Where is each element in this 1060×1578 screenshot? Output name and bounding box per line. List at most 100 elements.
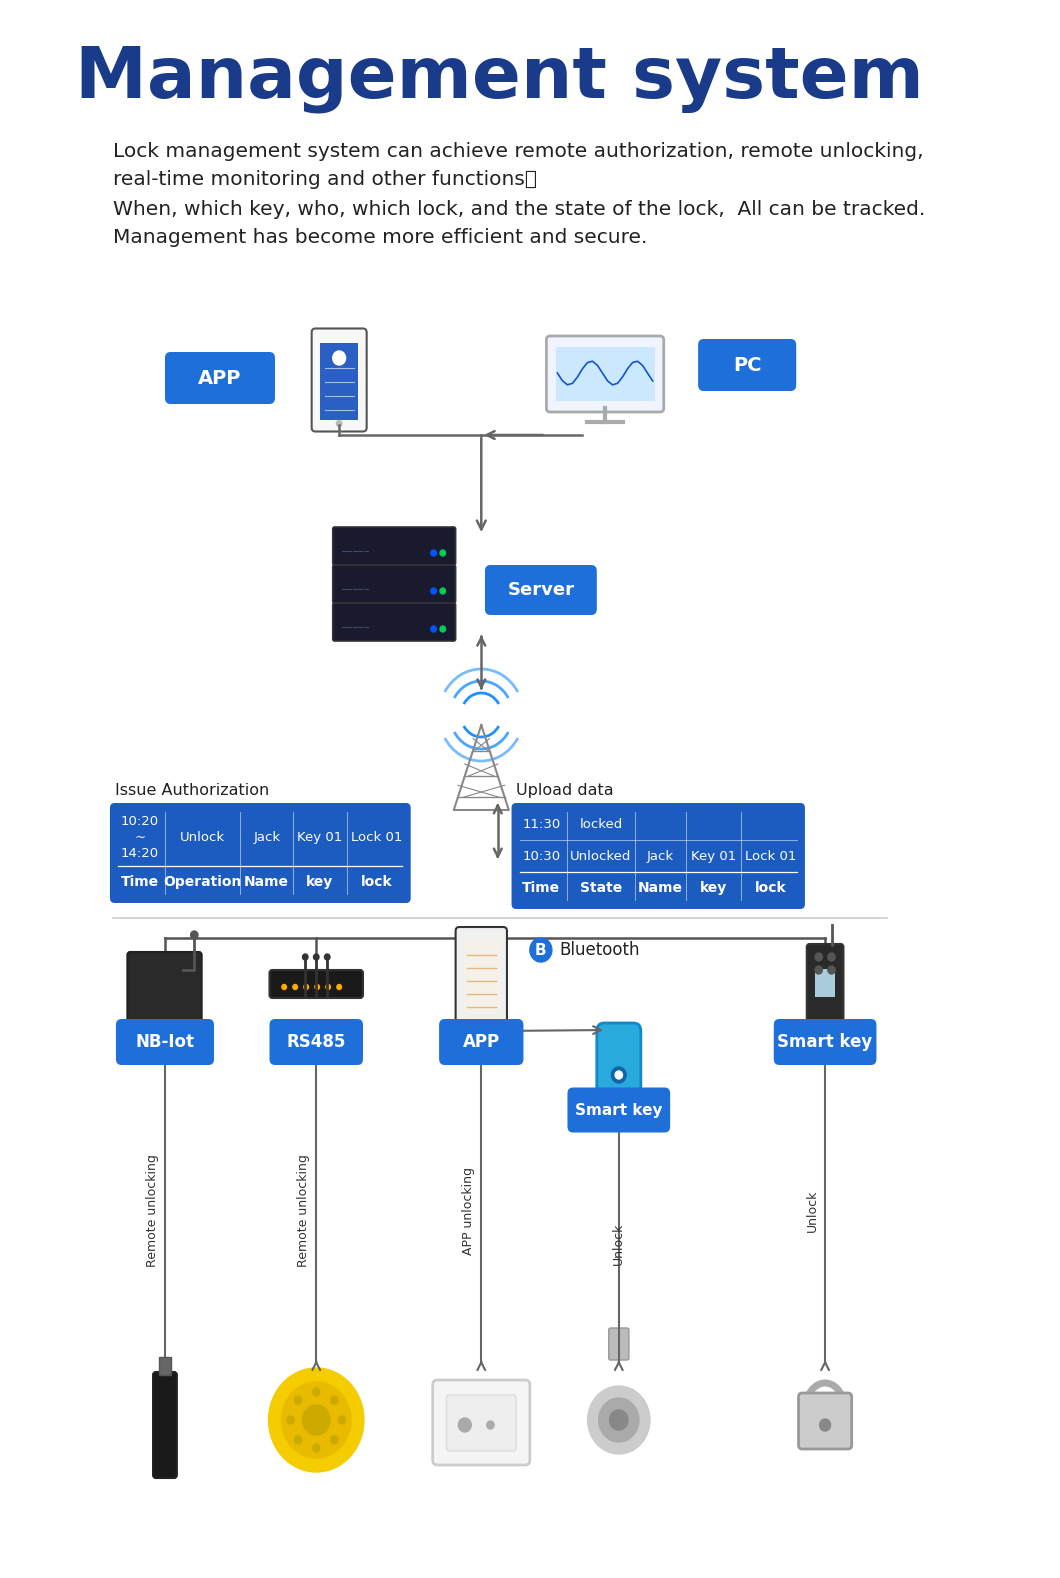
Text: 10:20
~
14:20: 10:20 ~ 14:20 bbox=[121, 814, 159, 860]
Text: Server: Server bbox=[508, 581, 575, 600]
Text: Name: Name bbox=[638, 881, 683, 895]
Circle shape bbox=[599, 1398, 639, 1442]
Circle shape bbox=[333, 350, 346, 365]
Circle shape bbox=[304, 985, 308, 989]
Circle shape bbox=[440, 626, 445, 633]
Circle shape bbox=[313, 1389, 320, 1397]
Text: 11:30: 11:30 bbox=[523, 817, 561, 830]
Text: Time: Time bbox=[121, 874, 159, 888]
Text: Upload data: Upload data bbox=[516, 783, 614, 798]
Circle shape bbox=[828, 966, 835, 974]
FancyBboxPatch shape bbox=[127, 952, 201, 1023]
Text: lock: lock bbox=[755, 881, 787, 895]
Text: Smart key: Smart key bbox=[576, 1103, 662, 1117]
FancyBboxPatch shape bbox=[456, 926, 507, 1023]
Text: lock: lock bbox=[360, 874, 392, 888]
Circle shape bbox=[287, 1415, 295, 1423]
FancyBboxPatch shape bbox=[608, 1329, 629, 1360]
Circle shape bbox=[295, 1436, 302, 1444]
FancyBboxPatch shape bbox=[333, 527, 456, 565]
Circle shape bbox=[282, 985, 286, 989]
FancyBboxPatch shape bbox=[110, 803, 410, 903]
FancyBboxPatch shape bbox=[774, 1019, 877, 1065]
Circle shape bbox=[458, 1419, 472, 1431]
Text: APP: APP bbox=[463, 1034, 500, 1051]
FancyBboxPatch shape bbox=[153, 1371, 177, 1479]
Circle shape bbox=[530, 937, 552, 963]
FancyBboxPatch shape bbox=[463, 939, 499, 1013]
Circle shape bbox=[293, 985, 298, 989]
Text: Issue Authorization: Issue Authorization bbox=[114, 783, 269, 798]
Text: Key 01: Key 01 bbox=[691, 849, 736, 863]
Text: Remote unlocking: Remote unlocking bbox=[145, 1155, 159, 1267]
Text: Jack: Jack bbox=[647, 849, 674, 863]
Circle shape bbox=[338, 1415, 346, 1423]
FancyBboxPatch shape bbox=[320, 342, 358, 420]
Text: Lock management system can achieve remote authorization, remote unlocking,
real-: Lock management system can achieve remot… bbox=[112, 142, 923, 189]
Text: Lock 01: Lock 01 bbox=[351, 830, 402, 844]
Text: Unlock: Unlock bbox=[806, 1190, 818, 1232]
Circle shape bbox=[487, 1422, 494, 1430]
Text: APP: APP bbox=[198, 369, 242, 388]
Circle shape bbox=[430, 589, 437, 593]
Circle shape bbox=[612, 1067, 626, 1083]
Circle shape bbox=[615, 1071, 622, 1079]
FancyBboxPatch shape bbox=[807, 944, 844, 1027]
Circle shape bbox=[440, 551, 445, 555]
Text: Time: Time bbox=[523, 881, 561, 895]
FancyBboxPatch shape bbox=[512, 803, 805, 909]
Circle shape bbox=[815, 953, 823, 961]
Circle shape bbox=[430, 551, 437, 555]
Text: Name: Name bbox=[244, 874, 289, 888]
Text: Lock 01: Lock 01 bbox=[745, 849, 796, 863]
Circle shape bbox=[314, 955, 319, 959]
Circle shape bbox=[313, 1444, 320, 1452]
FancyBboxPatch shape bbox=[699, 339, 796, 391]
Text: APP unlocking: APP unlocking bbox=[462, 1168, 475, 1255]
Text: NB-Iot: NB-Iot bbox=[136, 1034, 194, 1051]
Text: RS485: RS485 bbox=[286, 1034, 346, 1051]
Circle shape bbox=[325, 985, 331, 989]
Text: key: key bbox=[306, 874, 334, 888]
FancyBboxPatch shape bbox=[432, 1381, 530, 1464]
FancyBboxPatch shape bbox=[567, 1087, 670, 1133]
Text: Key 01: Key 01 bbox=[297, 830, 342, 844]
Circle shape bbox=[815, 966, 823, 974]
FancyBboxPatch shape bbox=[165, 352, 275, 404]
FancyBboxPatch shape bbox=[269, 1019, 363, 1065]
FancyBboxPatch shape bbox=[798, 1393, 851, 1449]
FancyBboxPatch shape bbox=[159, 1357, 172, 1374]
Text: Bluetooth: Bluetooth bbox=[560, 940, 640, 959]
FancyBboxPatch shape bbox=[446, 1395, 516, 1452]
Text: locked: locked bbox=[580, 817, 622, 830]
Text: Unlock: Unlock bbox=[180, 830, 225, 844]
Circle shape bbox=[331, 1436, 338, 1444]
Text: Smart key: Smart key bbox=[777, 1034, 872, 1051]
Circle shape bbox=[302, 955, 308, 959]
FancyBboxPatch shape bbox=[555, 347, 655, 401]
Circle shape bbox=[302, 1404, 330, 1434]
FancyBboxPatch shape bbox=[484, 565, 597, 615]
Circle shape bbox=[191, 931, 198, 939]
Circle shape bbox=[336, 420, 342, 426]
FancyBboxPatch shape bbox=[116, 1019, 214, 1065]
Text: B: B bbox=[535, 942, 547, 958]
FancyBboxPatch shape bbox=[439, 1019, 524, 1065]
Text: When, which key, who, which lock, and the state of the lock,  All can be tracked: When, which key, who, which lock, and th… bbox=[112, 200, 925, 248]
Circle shape bbox=[281, 1382, 351, 1458]
FancyBboxPatch shape bbox=[269, 970, 363, 997]
Circle shape bbox=[295, 1397, 302, 1404]
FancyBboxPatch shape bbox=[333, 603, 456, 641]
Circle shape bbox=[587, 1385, 650, 1453]
FancyBboxPatch shape bbox=[815, 969, 835, 997]
Circle shape bbox=[440, 589, 445, 593]
Text: Jack: Jack bbox=[253, 830, 280, 844]
Circle shape bbox=[430, 626, 437, 633]
Text: Unlock: Unlock bbox=[613, 1223, 625, 1266]
FancyBboxPatch shape bbox=[597, 1023, 641, 1111]
Text: Remote unlocking: Remote unlocking bbox=[297, 1155, 310, 1267]
FancyBboxPatch shape bbox=[546, 336, 664, 412]
Text: Unlocked: Unlocked bbox=[570, 849, 632, 863]
Text: State: State bbox=[580, 881, 622, 895]
Circle shape bbox=[828, 953, 835, 961]
